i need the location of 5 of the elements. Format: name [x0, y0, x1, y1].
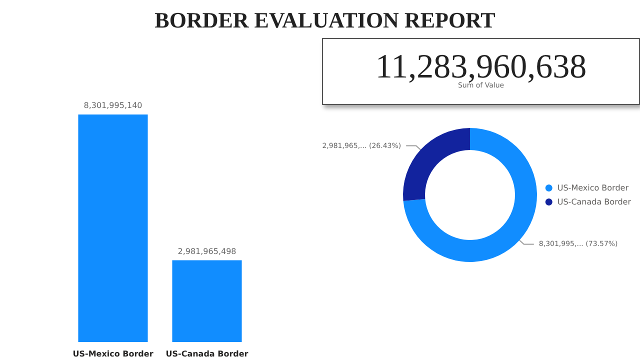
data-label: 8,301,995,140 — [84, 101, 142, 110]
legend-label: US-Mexico Border — [557, 184, 630, 192]
data-label: 2,981,965,498 — [178, 246, 236, 256]
legend-label: US-Canada Border — [557, 198, 632, 206]
text: BORDER EVALUATION REPORT — [154, 8, 496, 32]
